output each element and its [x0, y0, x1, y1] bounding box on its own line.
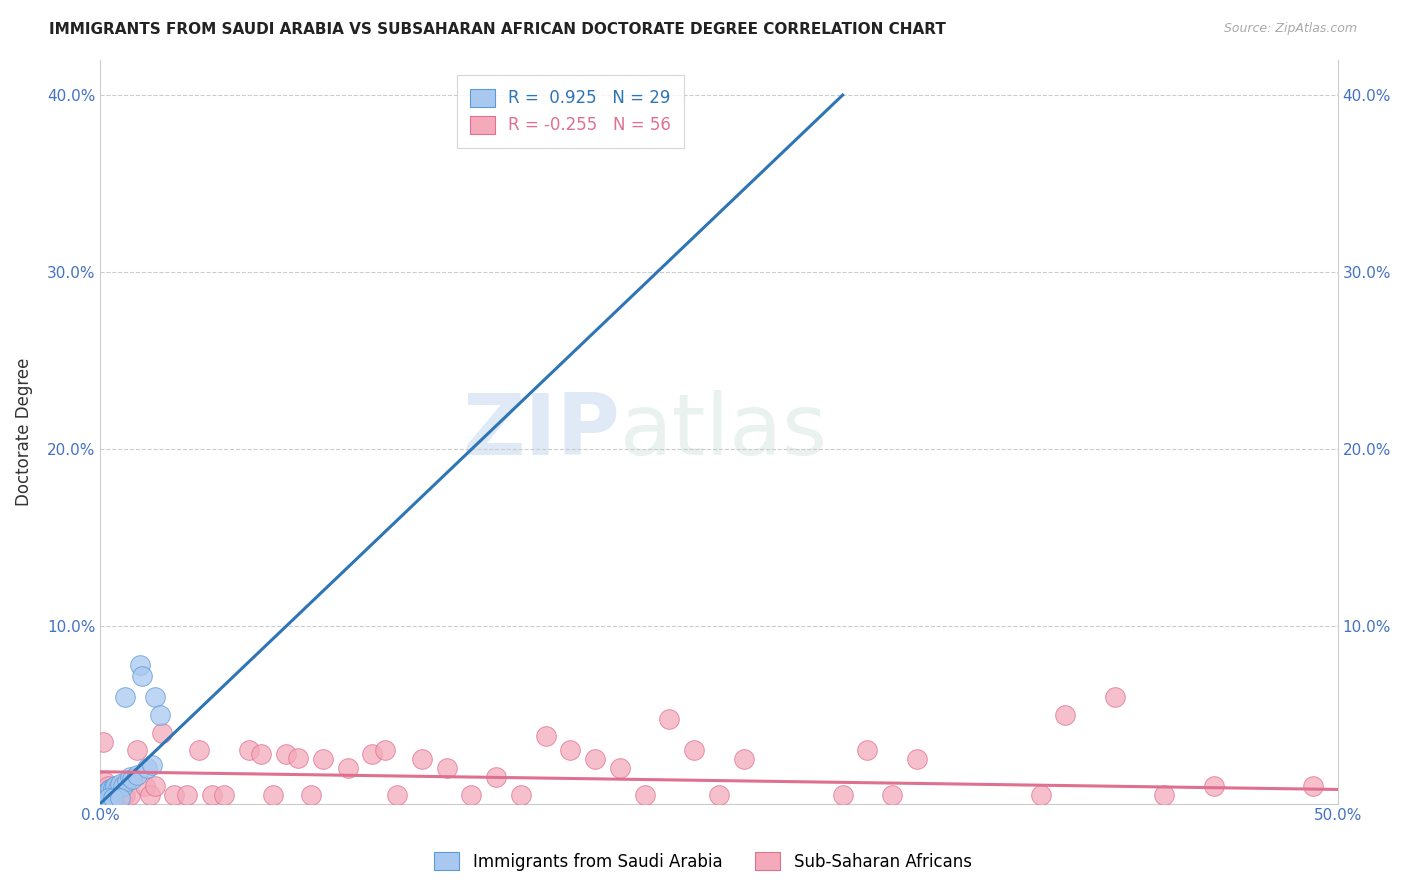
Point: [101, 780, 124, 795]
Point: [707, 788, 730, 802]
Point: [336, 761, 359, 775]
Point: [212, 788, 235, 802]
Point: [121, 772, 143, 786]
Point: [117, 773, 139, 788]
Point: [134, 779, 156, 793]
Point: [108, 777, 131, 791]
Point: [460, 788, 482, 802]
Point: [274, 747, 297, 761]
Point: [299, 788, 322, 802]
Point: [139, 788, 162, 802]
Point: [263, 788, 285, 802]
Point: [1104, 690, 1126, 705]
Point: [104, 779, 127, 793]
Point: [163, 788, 186, 802]
Point: [127, 768, 149, 782]
Point: [107, 780, 129, 795]
Point: [108, 791, 131, 805]
Point: [149, 708, 172, 723]
Point: [905, 752, 928, 766]
Point: [111, 779, 134, 793]
Point: [658, 712, 681, 726]
Point: [831, 788, 853, 802]
Point: [312, 752, 335, 766]
Point: [91, 734, 114, 748]
Point: [436, 761, 458, 775]
Point: [485, 770, 508, 784]
Point: [1054, 708, 1077, 723]
Point: [374, 743, 396, 757]
Point: [683, 743, 706, 757]
Point: [94, 789, 117, 804]
Point: [411, 752, 433, 766]
Point: [91, 791, 114, 805]
Point: [91, 788, 114, 802]
Point: [104, 782, 127, 797]
Point: [136, 761, 159, 775]
Point: [97, 779, 120, 793]
Text: IMMIGRANTS FROM SAUDI ARABIA VS SUBSAHARAN AFRICAN DOCTORATE DEGREE CORRELATION : IMMIGRANTS FROM SAUDI ARABIA VS SUBSAHAR…: [49, 22, 946, 37]
Point: [111, 788, 134, 802]
Point: [856, 743, 879, 757]
Point: [114, 788, 136, 802]
Point: [131, 669, 153, 683]
Point: [387, 788, 409, 802]
Point: [97, 788, 120, 802]
Point: [98, 786, 121, 800]
Legend: Immigrants from Saudi Arabia, Sub-Saharan Africans: Immigrants from Saudi Arabia, Sub-Sahara…: [426, 844, 980, 880]
Point: [287, 750, 309, 764]
Point: [201, 788, 224, 802]
Point: [94, 786, 117, 800]
Legend: R =  0.925   N = 29, R = -0.255   N = 56: R = 0.925 N = 29, R = -0.255 N = 56: [457, 75, 685, 148]
Point: [361, 747, 384, 761]
Text: atlas: atlas: [620, 390, 828, 473]
Point: [534, 729, 557, 743]
Point: [1029, 788, 1052, 802]
Point: [143, 690, 166, 705]
Point: [108, 788, 131, 802]
Point: [94, 775, 117, 789]
Text: Source: ZipAtlas.com: Source: ZipAtlas.com: [1223, 22, 1357, 36]
Point: [97, 791, 120, 805]
Point: [560, 743, 582, 757]
Point: [127, 743, 149, 757]
Point: [176, 788, 198, 802]
Text: ZIP: ZIP: [463, 390, 620, 473]
Point: [238, 743, 260, 757]
Point: [107, 786, 129, 800]
Point: [98, 782, 121, 797]
Point: [150, 725, 173, 739]
Point: [1202, 779, 1225, 793]
Point: [118, 770, 141, 784]
Point: [634, 788, 657, 802]
Point: [1153, 788, 1175, 802]
Point: [733, 752, 755, 766]
Point: [101, 784, 124, 798]
Point: [583, 752, 606, 766]
Point: [882, 788, 904, 802]
Point: [510, 788, 533, 802]
Point: [141, 757, 163, 772]
Point: [1302, 779, 1324, 793]
Point: [143, 779, 166, 793]
Point: [114, 690, 136, 705]
Point: [104, 786, 127, 800]
Point: [128, 658, 150, 673]
Point: [118, 788, 141, 802]
Point: [609, 761, 631, 775]
Point: [101, 791, 124, 805]
Point: [101, 784, 124, 798]
Point: [250, 747, 273, 761]
Point: [98, 782, 121, 797]
Point: [97, 784, 120, 798]
Y-axis label: Doctorate Degree: Doctorate Degree: [15, 358, 32, 506]
Point: [188, 743, 211, 757]
